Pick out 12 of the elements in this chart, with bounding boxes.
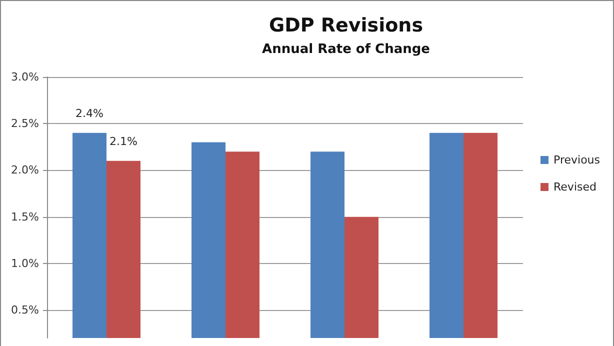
y-tick-label: 3.0%	[11, 70, 39, 84]
legend-label: Revised	[554, 180, 596, 194]
y-tick-label: 2.0%	[11, 164, 39, 177]
legend-label: Previous	[554, 154, 600, 166]
data-label: 2.4%	[76, 106, 104, 120]
y-tick-label: 1.5%	[11, 210, 39, 224]
y-tick-label: 0.5%	[11, 304, 39, 317]
y-tick-label: 1.0%	[11, 256, 39, 270]
data-label: 2.1%	[110, 134, 138, 148]
chart-subtitle: Annual Rate of Change	[262, 42, 430, 57]
chart-title: GDP Revisions	[268, 14, 424, 36]
y-tick-label: 2.5%	[11, 117, 39, 130]
